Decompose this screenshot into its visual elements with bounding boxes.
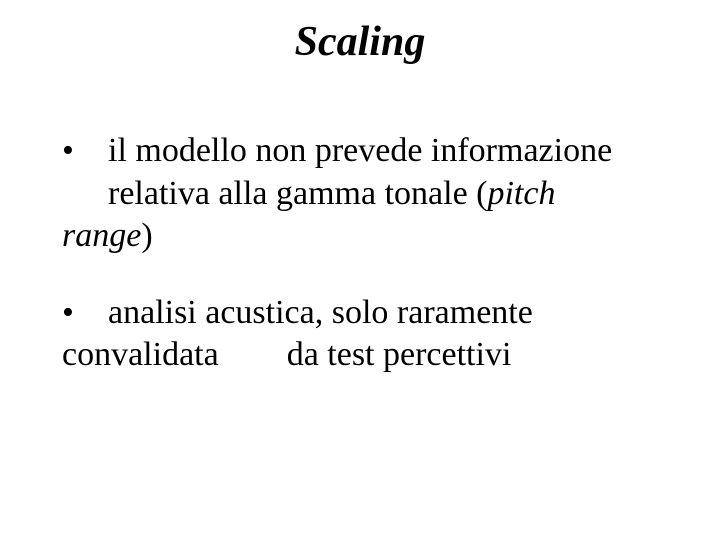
text-span: ) [141, 217, 152, 254]
bullet-text-line: il modello non prevede informazione [108, 132, 612, 169]
bullet-text-line: convalidata da test percettivi [62, 334, 702, 377]
slide-body: •il modello non prevede informazione rel… [62, 130, 702, 411]
bullet-text-line: analisi acustica, solo raramente [108, 294, 533, 331]
bullet-mark: • [62, 130, 108, 173]
italic-text: range [62, 217, 141, 254]
bullet-text-line: relativa alla gamma tonale (pitch [108, 173, 702, 216]
text-span: relativa alla gamma tonale ( [108, 175, 487, 212]
italic-text: pitch [487, 175, 555, 212]
bullet-item: •analisi acustica, solo raramente conval… [62, 292, 702, 377]
bullet-mark: • [62, 292, 108, 335]
bullet-item: •il modello non prevede informazione rel… [62, 130, 702, 258]
slide-title: Scaling [0, 18, 720, 66]
slide: Scaling •il modello non prevede informaz… [0, 0, 720, 540]
bullet-text-line: range) [62, 215, 702, 258]
